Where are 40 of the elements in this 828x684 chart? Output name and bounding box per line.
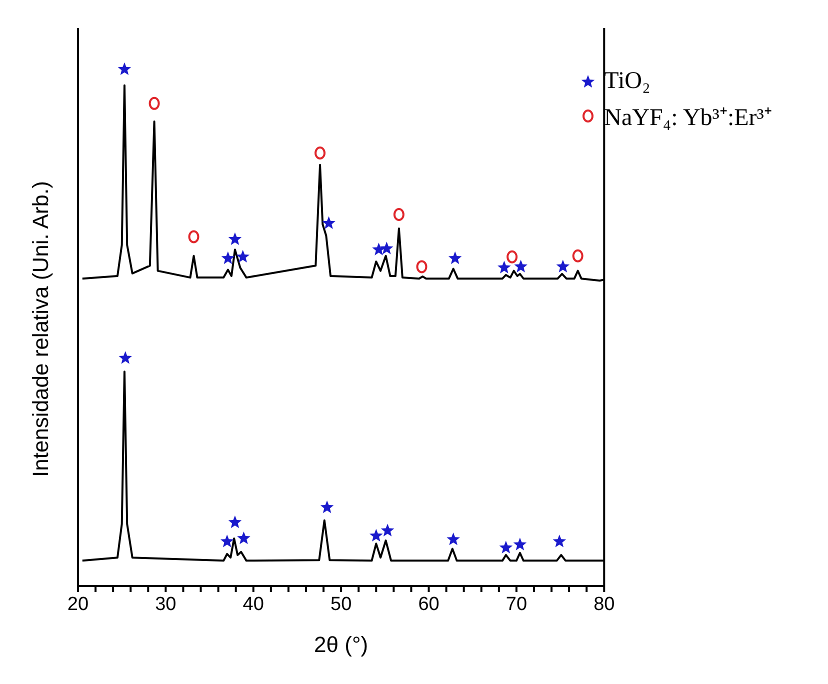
point — [320, 500, 334, 514]
point — [118, 351, 132, 364]
point — [148, 96, 160, 110]
x-tick-label: 20 — [67, 594, 89, 615]
point — [380, 524, 394, 536]
point — [514, 260, 528, 272]
point — [369, 528, 383, 542]
point — [221, 251, 235, 264]
point — [416, 260, 428, 274]
point — [237, 531, 250, 544]
point — [572, 249, 584, 262]
point — [498, 260, 511, 274]
point — [448, 251, 462, 264]
point — [513, 538, 527, 550]
point — [556, 260, 570, 272]
point — [236, 250, 250, 263]
point — [552, 534, 566, 548]
x-tick-label: 40 — [242, 594, 264, 615]
point — [188, 230, 200, 244]
x-tick-label: 30 — [155, 594, 176, 615]
point — [314, 146, 326, 160]
point — [393, 208, 404, 222]
x-tick-label: 70 — [506, 594, 528, 615]
point — [322, 216, 336, 229]
x-tick-label: 80 — [594, 594, 615, 615]
point — [228, 232, 242, 245]
legend-label: NaYF₄: Yb³⁺:Er³⁺ — [604, 104, 772, 132]
point — [228, 515, 242, 528]
point — [446, 532, 460, 546]
point — [220, 534, 234, 548]
y-axis-title: Intensidade relativa (Uni. Arb.) — [28, 181, 53, 477]
point — [118, 62, 132, 75]
point — [372, 242, 386, 256]
legend-label: TiO₂ — [604, 68, 650, 95]
point — [499, 540, 513, 554]
x-tick-label: 60 — [418, 594, 440, 615]
point — [380, 242, 394, 254]
x-axis-title: 2θ (°) — [314, 632, 368, 657]
x-tick-label: 50 — [330, 594, 352, 615]
point — [506, 250, 518, 264]
